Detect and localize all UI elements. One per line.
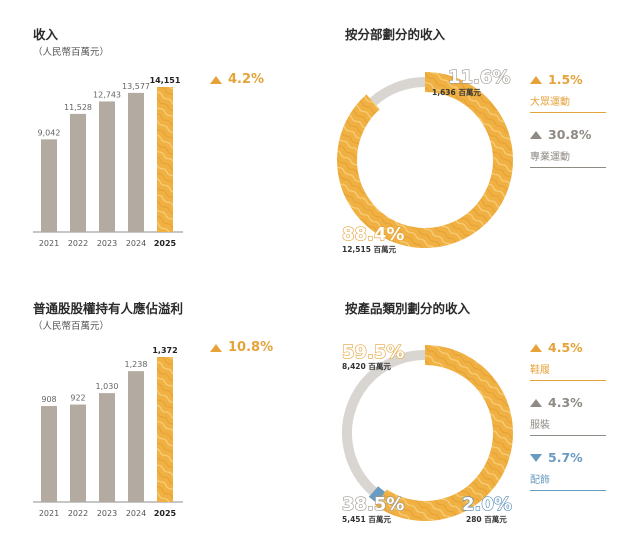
legend-item: 4.5% 鞋履: [530, 340, 606, 381]
donut-slice-大眾運動: [337, 72, 513, 248]
bar-value-label: 908: [41, 395, 56, 404]
revenue-growth: 4.2%: [210, 72, 264, 87]
legend-item: 30.8% 專業運動: [530, 127, 606, 168]
segment-legend: 1.5% 大眾運動 30.8% 專業運動: [530, 72, 606, 182]
x-tick-label: 2022: [68, 239, 88, 248]
x-tick-label: 2021: [39, 509, 59, 518]
profit-unit: （人民幣百萬元）: [33, 321, 110, 332]
bar-2021: [41, 139, 57, 232]
legend-change-value: 4.3%: [548, 395, 583, 410]
slice-amount-label: 8,420 百萬元: [342, 361, 391, 371]
bar-2023: [99, 393, 115, 502]
legend-change-value: 30.8%: [548, 127, 592, 142]
bar-value-label: 1,030: [96, 382, 119, 391]
bar-2022: [70, 113, 86, 232]
up-arrow-icon: [210, 75, 222, 84]
up-arrow-icon: [530, 343, 542, 352]
category-title: 按產品類別劃分的收入: [345, 301, 471, 316]
legend-item: 5.7% 配飾: [530, 450, 606, 491]
x-tick-label: 2022: [68, 509, 88, 518]
legend-change-value: 5.7%: [548, 450, 583, 465]
bar-2024: [128, 371, 144, 502]
slice-percent-label: 88.4%: [342, 224, 404, 245]
profit-bar-chart: 908 2021 922 2022 1,030 2023 1,238 2024 1,372 202…: [33, 346, 183, 518]
x-tick-label: 2024: [126, 239, 146, 248]
bar-value-label: 9,042: [38, 128, 61, 137]
slice-amount-label: 12,515 百萬元: [342, 244, 397, 254]
donut-slice-鞋履: [375, 345, 513, 521]
bar-value-label: 12,743: [93, 90, 121, 99]
legend-label: 服裝: [530, 416, 606, 436]
up-arrow-icon: [530, 130, 542, 139]
slice-percent-label: 2.0%: [462, 494, 512, 515]
legend-change-value: 1.5%: [548, 72, 583, 87]
x-tick-label: 2023: [97, 509, 117, 518]
slice-percent-label: 59.5%: [342, 342, 404, 363]
bar-2023: [99, 101, 115, 232]
segment-donut-chart: 88.4%12,515 百萬元 11.6%1,636 百萬元: [337, 66, 513, 254]
x-tick-label: 2025: [154, 509, 177, 518]
bar-value-label: 14,151: [150, 76, 181, 85]
legend-label: 配飾: [530, 471, 606, 491]
bar-2025: [157, 87, 173, 232]
legend-label: 鞋履: [530, 361, 606, 381]
x-tick-label: 2025: [154, 239, 177, 248]
legend-label: 專業運動: [530, 148, 606, 168]
bar-value-label: 1,372: [152, 346, 177, 355]
slice-amount-label: 280 百萬元: [466, 514, 507, 524]
bar-2024: [128, 92, 144, 232]
donut-slice-配飾: [368, 486, 386, 504]
legend-change-value: 4.5%: [548, 340, 583, 355]
up-arrow-icon: [530, 75, 542, 84]
down-arrow-icon: [530, 453, 542, 462]
bar-2025: [157, 357, 173, 502]
slice-percent-label: 38.5%: [342, 494, 404, 515]
profit-title: 普通股股權持有人應佔溢利: [33, 301, 184, 316]
slice-amount-label: 5,451 百萬元: [342, 514, 391, 524]
up-arrow-icon: [530, 398, 542, 407]
up-arrow-icon: [210, 343, 222, 352]
segment-title: 按分部劃分的收入: [345, 27, 446, 42]
profit-growth: 10.8%: [210, 340, 273, 355]
category-legend: 4.5% 鞋履 4.3% 服裝 5.7% 配飾: [530, 340, 606, 505]
bar-value-label: 922: [70, 394, 85, 403]
x-tick-label: 2024: [126, 509, 146, 518]
bar-value-label: 1,238: [125, 360, 148, 369]
donut-slice-服裝: [342, 350, 426, 496]
bar-2022: [70, 404, 86, 502]
revenue-unit: （人民幣百萬元）: [33, 47, 110, 58]
category-donut-chart: 59.5%8,420 百萬元 2.0%280 百萬元 38.5%5,451 百萬元: [341, 341, 513, 524]
legend-item: 4.3% 服裝: [530, 395, 606, 436]
donut-slice-專業運動: [369, 77, 426, 106]
profit-growth-value: 10.8%: [228, 340, 274, 355]
revenue-bar-chart: 9,042 2021 11,528 2022 12,743 2023 13,577 2024 1…: [33, 76, 183, 248]
legend-label: 大眾運動: [530, 93, 606, 113]
slice-percent-label: 11.6%: [448, 67, 510, 88]
bar-value-label: 11,528: [64, 103, 92, 112]
bar-2021: [41, 406, 57, 502]
x-tick-label: 2023: [97, 239, 117, 248]
legend-item: 1.5% 大眾運動: [530, 72, 606, 113]
bar-value-label: 13,577: [122, 82, 150, 91]
revenue-growth-value: 4.2%: [228, 72, 265, 87]
x-tick-label: 2021: [39, 239, 59, 248]
slice-amount-label: 1,636 百萬元: [432, 87, 481, 97]
revenue-title: 收入: [33, 27, 59, 42]
